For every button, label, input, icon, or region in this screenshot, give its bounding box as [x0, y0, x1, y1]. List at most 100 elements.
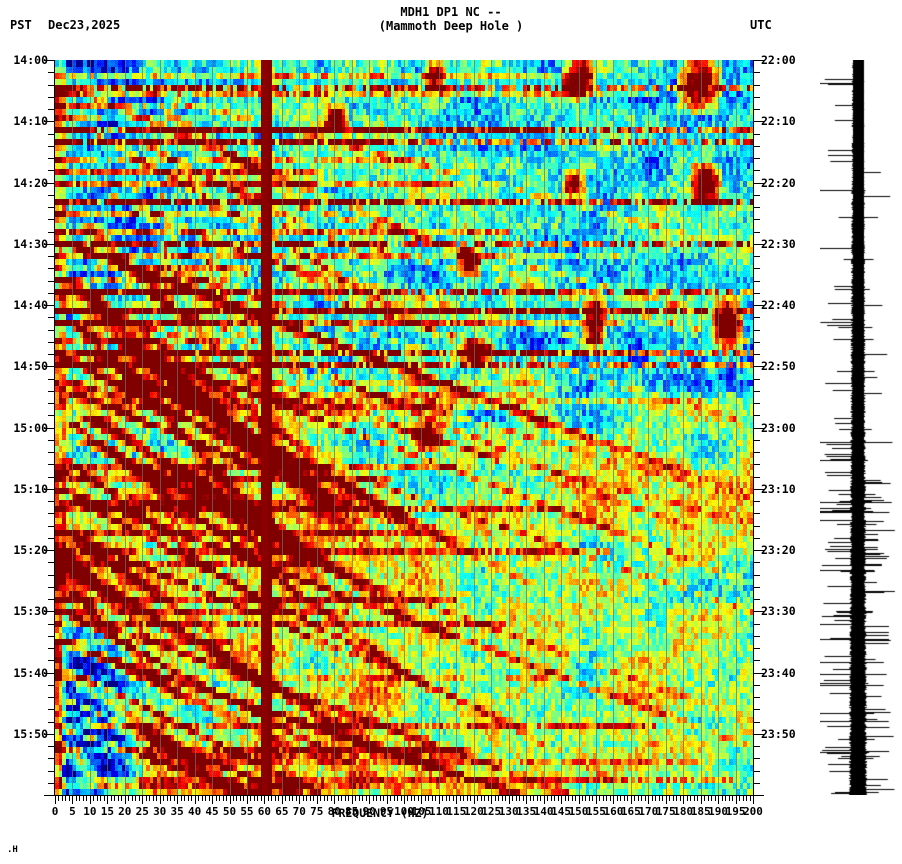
freq-tick-minor — [394, 796, 395, 801]
time-label-left: 15:00 — [13, 420, 48, 435]
time-label-left: 15:20 — [13, 543, 48, 557]
freq-tick-minor — [174, 796, 175, 801]
time-tick-minor-right — [753, 354, 760, 355]
freq-tick-major — [160, 796, 161, 804]
freq-tick-minor — [76, 796, 77, 801]
time-tick-major-right — [753, 366, 764, 367]
freq-tick-minor — [128, 796, 129, 801]
time-tick-major-left — [44, 673, 55, 674]
freq-tick-minor — [659, 796, 660, 801]
time-tick-major-left — [44, 244, 55, 245]
freq-tick-minor — [746, 796, 747, 801]
freq-tick-minor — [380, 796, 381, 801]
time-tick-minor-left — [48, 415, 55, 416]
corner-mark: .H — [7, 845, 18, 855]
time-tick-minor-left — [48, 783, 55, 784]
time-tick-minor-left — [48, 391, 55, 392]
freq-tick-minor — [397, 796, 398, 801]
freq-tick-minor — [132, 796, 133, 801]
time-tick-minor-left — [48, 758, 55, 759]
freq-tick-minor — [86, 796, 87, 801]
freq-label: 25 — [135, 805, 149, 818]
time-tick-major-left — [44, 60, 55, 61]
freq-tick-major — [387, 796, 388, 804]
time-tick-minor-left — [48, 477, 55, 478]
freq-tick-minor — [376, 796, 377, 801]
freq-tick-minor — [537, 796, 538, 801]
freq-tick-minor — [240, 796, 241, 801]
freq-tick-major — [195, 796, 196, 804]
time-tick-major-left — [44, 305, 55, 306]
freq-tick-minor — [250, 796, 251, 801]
time-tick-minor-right — [753, 464, 760, 465]
freq-label: 100 — [394, 805, 414, 818]
freq-tick-minor — [111, 796, 112, 801]
freq-tick-minor — [271, 796, 272, 801]
time-tick-minor-left — [48, 538, 55, 539]
freq-label: 195 — [725, 805, 746, 818]
freq-tick-minor — [641, 796, 642, 801]
time-tick-minor-left — [48, 440, 55, 441]
freq-tick-minor — [603, 796, 604, 801]
freq-tick-minor — [243, 796, 244, 801]
freq-label: 155 — [586, 805, 606, 818]
freq-label: 50 — [222, 805, 237, 818]
freq-tick-major — [544, 796, 545, 804]
time-tick-minor-left — [48, 636, 55, 637]
time-tick-minor-right — [753, 709, 760, 710]
freq-tick-minor — [512, 796, 513, 801]
freq-tick-minor — [645, 796, 646, 801]
time-tick-minor-left — [48, 697, 55, 698]
freq-tick-minor — [519, 796, 520, 801]
freq-tick-minor — [355, 796, 356, 801]
time-tick-minor-right — [753, 746, 760, 747]
time-tick-minor-left — [48, 330, 55, 331]
freq-label: 190 — [708, 805, 729, 818]
freq-tick-minor — [306, 796, 307, 801]
time-tick-minor-left — [48, 379, 55, 380]
freq-label: 110 — [428, 805, 449, 818]
time-tick-minor-right — [753, 685, 760, 686]
time-tick-minor-left — [48, 354, 55, 355]
freq-tick-major — [648, 796, 649, 804]
time-tick-major-left — [44, 183, 55, 184]
freq-tick-minor — [390, 796, 391, 801]
station-subtitle: (Mammoth Deep Hole ) — [378, 19, 524, 33]
freq-tick-major — [352, 796, 353, 804]
freq-tick-major — [718, 796, 719, 804]
time-label-right: 23:50 — [761, 726, 796, 741]
time-tick-minor-left — [48, 97, 55, 98]
freq-tick-minor — [680, 796, 681, 801]
freq-tick-minor — [704, 796, 705, 801]
freq-tick-minor — [463, 796, 464, 801]
freq-tick-minor — [139, 796, 140, 801]
time-label-right: 23:40 — [761, 665, 796, 680]
time-tick-minor-right — [753, 109, 760, 110]
time-tick-minor-right — [753, 562, 760, 563]
freq-tick-minor — [359, 796, 360, 801]
freq-tick-minor — [446, 796, 447, 801]
freq-tick-minor — [624, 796, 625, 801]
time-label-left: 14:50 — [13, 359, 48, 374]
time-tick-minor-right — [753, 513, 760, 514]
freq-tick-major — [526, 796, 527, 804]
time-tick-minor-right — [753, 170, 760, 171]
time-tick-minor-right — [753, 648, 760, 649]
freq-tick-minor — [401, 796, 402, 801]
freq-label: 80 — [327, 805, 341, 818]
freq-tick-minor — [673, 796, 674, 801]
freq-tick-major — [666, 796, 667, 804]
time-tick-major-right — [753, 795, 764, 796]
freq-label: 55 — [240, 805, 254, 818]
freq-label: 115 — [446, 805, 467, 818]
freq-tick-minor — [191, 796, 192, 801]
freq-tick-minor — [725, 796, 726, 801]
freq-tick-minor — [498, 796, 499, 801]
freq-tick-minor — [481, 796, 482, 801]
freq-tick-minor — [523, 796, 524, 801]
freq-tick-minor — [223, 796, 224, 801]
time-tick-minor-right — [753, 330, 760, 331]
freq-tick-major — [509, 796, 510, 804]
freq-tick-minor — [558, 796, 559, 801]
freq-tick-minor — [62, 796, 63, 801]
